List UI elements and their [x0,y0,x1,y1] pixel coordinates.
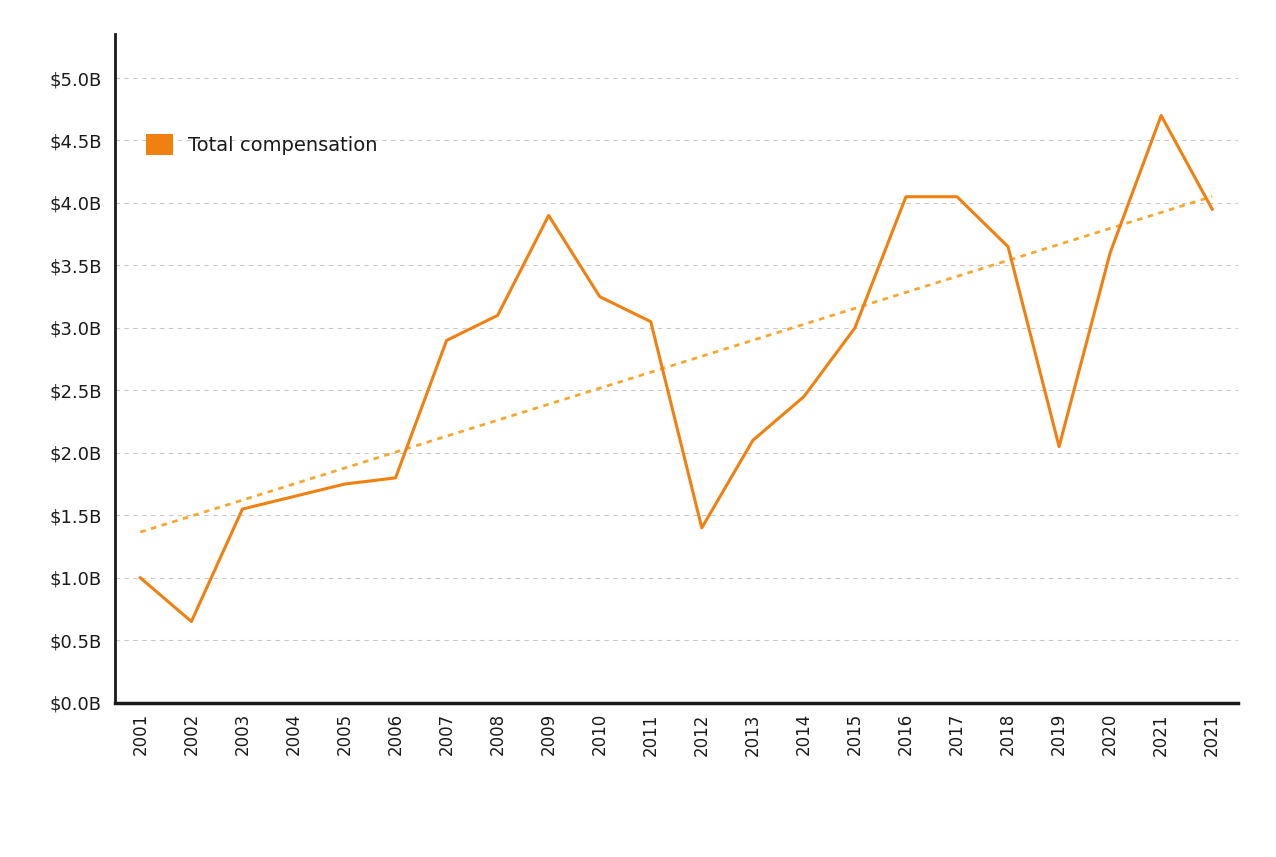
Legend: Total compensation: Total compensation [135,124,388,165]
